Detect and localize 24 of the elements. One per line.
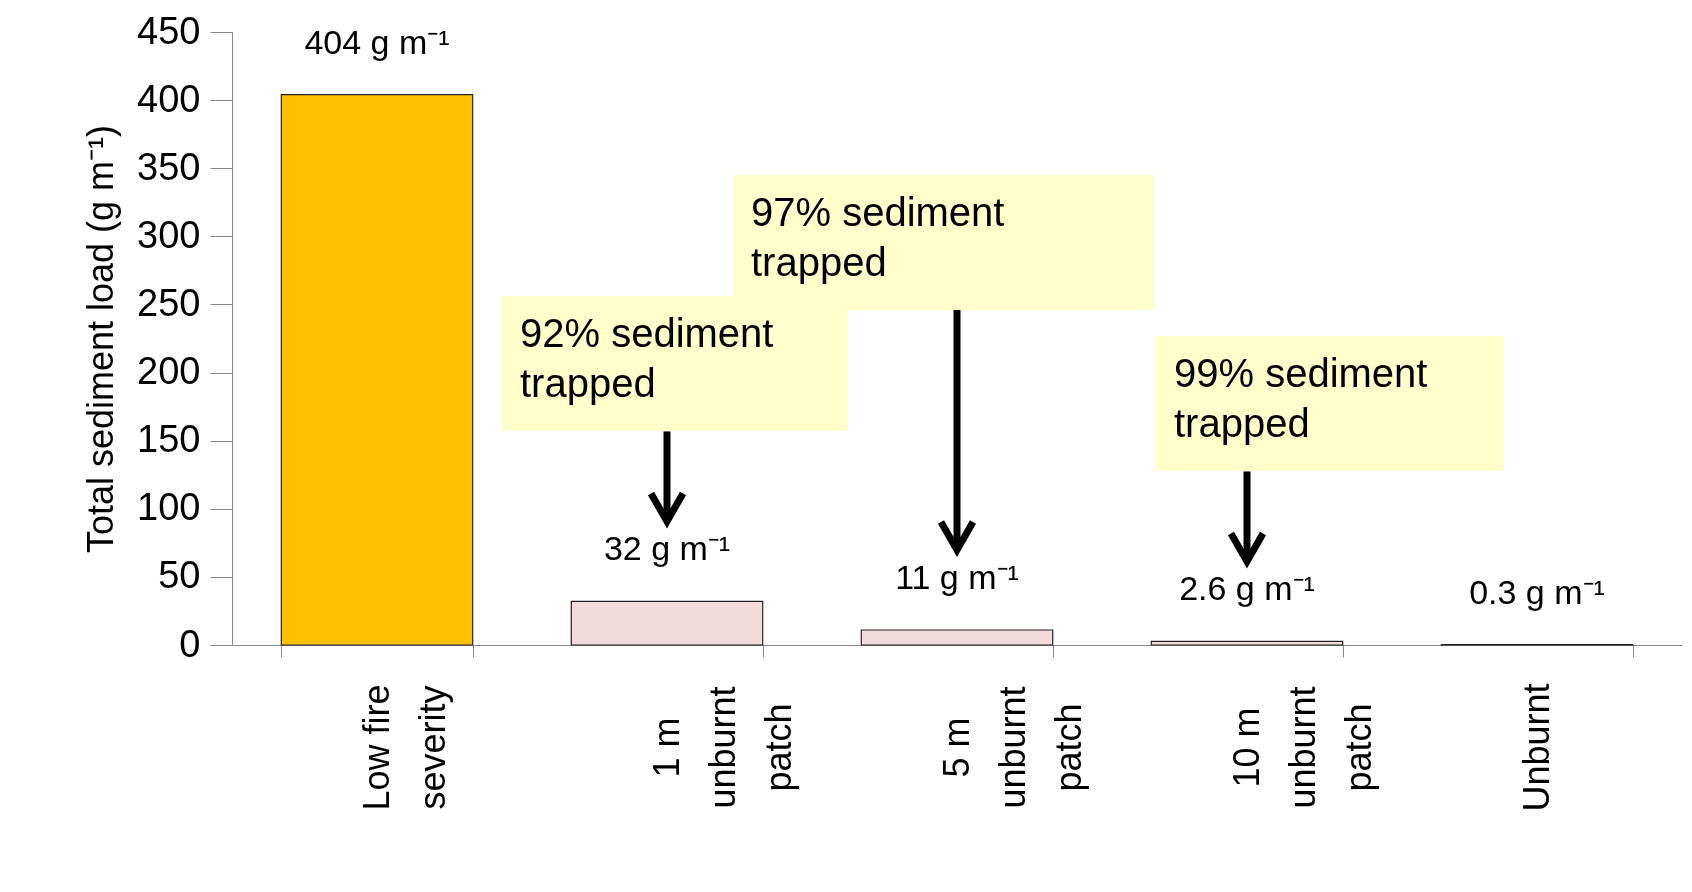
- y-tick-label: 150: [137, 418, 201, 461]
- x-tick-label: 5 m unburnt patch: [935, 686, 1089, 809]
- data-label: 32 g m⁻¹: [603, 529, 731, 568]
- note-box: 97% sediment trapped: [733, 175, 1154, 310]
- data-label: 404 g m⁻¹: [304, 22, 450, 61]
- y-tick-label: 100: [137, 486, 201, 529]
- y-tick-label: 250: [137, 281, 201, 324]
- y-tick-label: 400: [137, 77, 201, 120]
- x-tick-label: 1 m unburnt patch: [645, 686, 799, 809]
- data-label: 0.3 g m⁻¹: [1469, 572, 1605, 611]
- y-tick-label: 200: [137, 350, 201, 393]
- note-box: 99% sediment trapped: [1156, 336, 1504, 472]
- y-tick-label: 50: [158, 554, 201, 597]
- x-tick-label: Low fire severity: [355, 684, 453, 811]
- y-tick-label: 450: [137, 9, 201, 52]
- x-tick-label: 10 m unburnt patch: [1225, 686, 1379, 809]
- x-tick-label: Unburnt: [1515, 683, 1557, 812]
- data-label: 11 g m⁻¹: [895, 558, 1019, 597]
- y-tick-label: 0: [179, 622, 201, 665]
- y-axis-title: Total sediment load (g m⁻¹): [80, 124, 122, 554]
- y-tick-label: 300: [137, 213, 201, 256]
- note-box: 92% sediment trapped: [502, 296, 848, 432]
- data-label: 2.6 g m⁻¹: [1179, 569, 1315, 608]
- y-tick-label: 350: [137, 145, 201, 188]
